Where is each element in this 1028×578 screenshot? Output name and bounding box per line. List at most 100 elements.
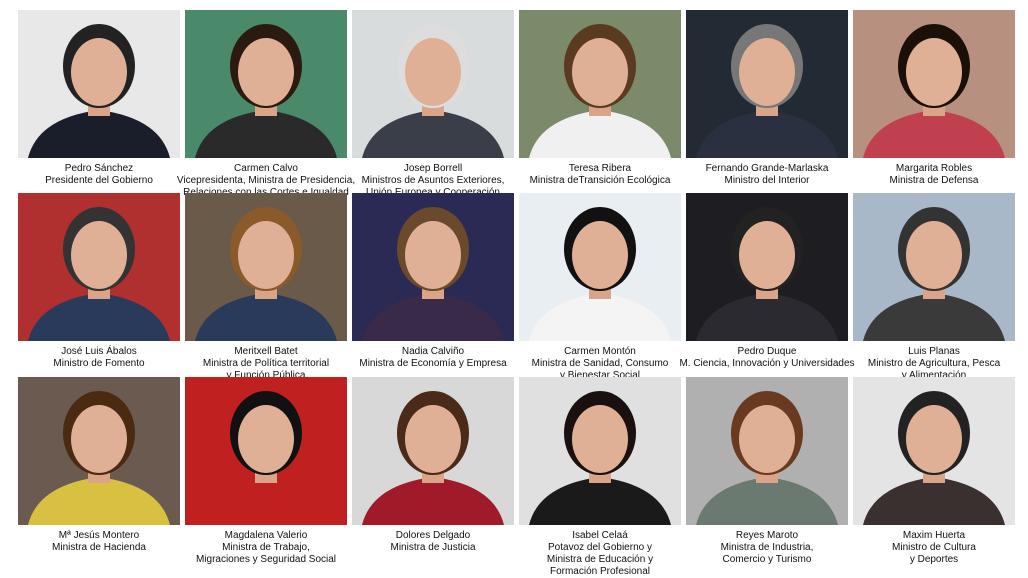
portrait-photo — [185, 193, 347, 341]
portrait — [352, 193, 514, 341]
portrait-photo — [18, 377, 180, 525]
shoulders — [863, 477, 1005, 525]
person-name: Meritxell Batet — [234, 346, 298, 357]
person-role: Ministra de Política territorial — [202, 358, 330, 369]
face — [405, 405, 461, 473]
caption: Carmen Montón Ministra de Sanidad, Consum… — [500, 346, 700, 382]
portrait — [519, 377, 681, 525]
portrait-photo — [853, 10, 1015, 158]
person-role: Potavoz del Gobierno y — [548, 542, 652, 553]
person-role: Ministra de Economía y Empresa — [359, 358, 507, 369]
shoulders — [362, 477, 504, 525]
person-name: Luis Planas — [908, 346, 960, 357]
shoulders — [28, 110, 170, 158]
face — [906, 221, 962, 289]
person-role: Ministra de Trabajo, — [222, 542, 310, 553]
portrait-photo — [352, 10, 514, 158]
portrait — [686, 10, 848, 158]
face — [572, 221, 628, 289]
face — [238, 38, 294, 106]
portrait — [18, 377, 180, 525]
caption: Maxim Huerta Ministro de Cultura y Deporte… — [834, 530, 1028, 566]
person-role: y Deportes — [909, 554, 959, 565]
person-name: Josep Borrell — [403, 163, 463, 174]
face — [572, 38, 628, 106]
person-role: Relaciones con las Cortes e Igualdad — [183, 187, 349, 198]
caption: Luis Planas Ministro de Agricultura, Pesc… — [834, 346, 1028, 382]
portrait — [853, 10, 1015, 158]
person-name: Reyes Maroto — [735, 530, 799, 541]
person-role: Ministra de Educación y — [546, 554, 654, 565]
face — [906, 405, 962, 473]
portrait — [853, 193, 1015, 341]
person-role: M. Ciencia, Innovación y Universidades — [679, 358, 855, 369]
shoulders — [28, 477, 170, 525]
face — [71, 405, 127, 473]
portrait — [18, 10, 180, 158]
portrait-photo — [853, 193, 1015, 341]
face — [405, 38, 461, 106]
person-role: Ministra de Justicia — [390, 542, 476, 553]
face — [71, 38, 127, 106]
shoulders — [195, 293, 337, 341]
person-name: Dolores Delgado — [395, 530, 471, 541]
shoulders — [362, 110, 504, 158]
face — [739, 221, 795, 289]
person-role: Ministros de Asuntos Exteriores, — [361, 175, 505, 186]
caption: Meritxell Batet Ministra de Política terr… — [166, 346, 366, 382]
portrait-photo — [185, 10, 347, 158]
person-name: Magdalena Valerio — [224, 530, 308, 541]
caption: Teresa Ribera Ministra deTransición Ecoló… — [500, 163, 700, 187]
caption: Isabel Celaá Potavoz del Gobierno y Minist… — [500, 530, 700, 578]
person-role: Vicepresidenta, Ministra de Presidencia, — [176, 175, 356, 186]
shoulders — [195, 477, 337, 525]
person-role: y Bienestar Social — [559, 370, 641, 381]
person-role: Migraciones y Seguridad Social — [195, 554, 337, 565]
person-name: José Luis Ábalos — [61, 346, 137, 357]
person-role: Presidente del Gobierno — [45, 175, 153, 186]
caption: Carmen Calvo Vicepresidenta, Ministra de … — [166, 163, 366, 199]
person-role: Ministro de Fomento — [53, 358, 145, 369]
face — [71, 221, 127, 289]
caption: Margarita Robles Ministra de Defensa — [834, 163, 1028, 187]
person-role: Ministro del Interior — [724, 175, 810, 186]
portrait — [686, 193, 848, 341]
portrait — [853, 377, 1015, 525]
person-name: Mª Jesús Montero — [58, 530, 140, 541]
face — [906, 38, 962, 106]
person-role: Ministra deTransición Ecológica — [529, 175, 671, 186]
person-name: Isabel Celaá — [572, 530, 628, 541]
shoulders — [696, 110, 838, 158]
face — [238, 221, 294, 289]
shoulders — [863, 110, 1005, 158]
person-role: Unión Europea y Cooperación — [366, 187, 500, 198]
caption: Josep Borrell Ministros de Asuntos Exteri… — [333, 163, 533, 199]
shoulders — [696, 293, 838, 341]
face — [739, 405, 795, 473]
portrait — [185, 193, 347, 341]
portrait-photo — [352, 193, 514, 341]
person-role: Ministro de Agricultura, Pesca — [867, 358, 1001, 369]
person-name: Carmen Montón — [564, 346, 636, 357]
person-name: Pedro Duque — [737, 346, 797, 357]
portrait-photo — [686, 377, 848, 525]
portrait-photo — [519, 10, 681, 158]
portrait — [519, 10, 681, 158]
shoulders — [529, 110, 671, 158]
portrait — [185, 10, 347, 158]
person-name: Maxim Huerta — [902, 530, 966, 541]
portrait — [519, 193, 681, 341]
shoulders — [28, 293, 170, 341]
person-name: Carmen Calvo — [234, 163, 298, 174]
portrait-photo — [853, 377, 1015, 525]
person-name: Margarita Robles — [895, 163, 973, 174]
caption: Pedro Sánchez Presidente del Gobierno — [0, 163, 199, 187]
portrait-photo — [686, 193, 848, 341]
portrait-photo — [18, 10, 180, 158]
caption: Pedro Duque M. Ciencia, Innovación y Univ… — [667, 346, 867, 370]
person-role: Comercio y Turismo — [722, 554, 812, 565]
person-role: y Alimentación — [901, 370, 967, 381]
caption: José Luis Ábalos Ministro de Fomento — [0, 346, 199, 370]
person-role: Ministra de Sanidad, Consumo — [531, 358, 669, 369]
